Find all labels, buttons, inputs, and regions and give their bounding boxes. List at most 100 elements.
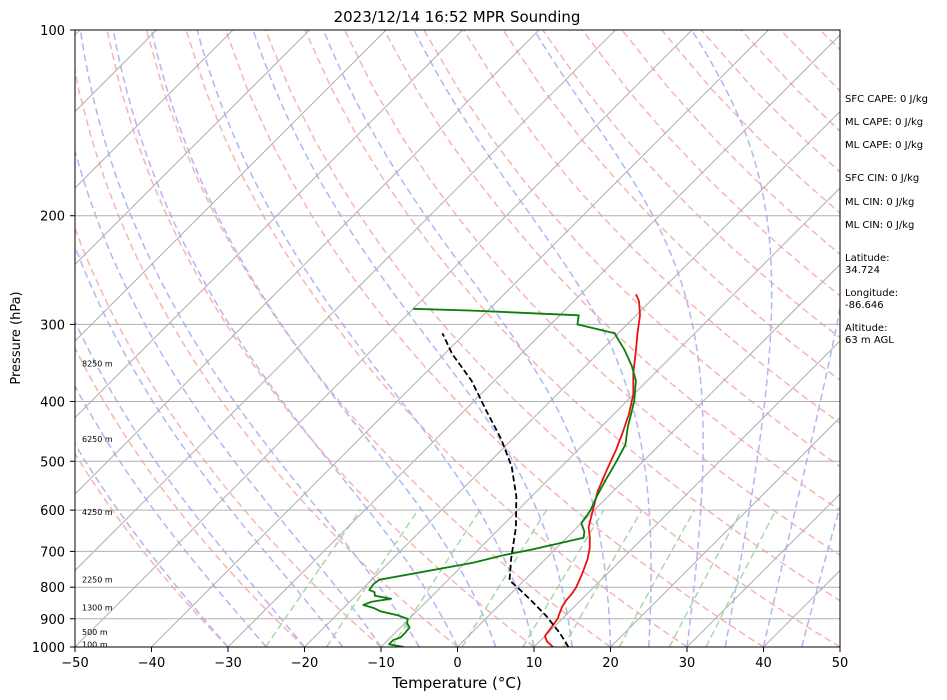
temperature-line	[544, 293, 641, 647]
dewpoint-line	[362, 307, 637, 647]
moist-adiabat	[533, 30, 704, 647]
sounding-series	[362, 293, 641, 647]
y-tick-label: 900	[40, 613, 65, 628]
side-info-item: Altitude: 63 m AGL	[845, 323, 894, 346]
dry-adiabat	[939, 30, 947, 647]
side-info-item: SFC CAPE: 0 J/kg	[845, 94, 928, 105]
dry-adiabat	[502, 30, 840, 382]
dry-adiabat	[224, 30, 764, 647]
x-tick-label: 20	[602, 656, 619, 671]
moist-adiabat	[691, 30, 773, 647]
isotherm	[75, 30, 234, 189]
dry-adiabat	[542, 30, 840, 339]
dry-adiabat	[581, 30, 840, 297]
y-tick-label: 1000	[32, 641, 65, 656]
side-info-item: ML CAPE: 0 J/kg	[845, 140, 923, 151]
y-tick-label: 500	[40, 455, 65, 470]
chart-title: 2023/12/14 16:52 MPR Sounding	[334, 8, 581, 26]
x-axis: −50 −40 −30 −20 −10 0 10 20 30 40 50	[61, 647, 848, 671]
y-tick-label: 600	[40, 504, 65, 519]
mixing-ratio-line	[264, 509, 361, 647]
x-tick-label: −30	[214, 656, 241, 671]
mixing-ratio-line	[522, 509, 605, 647]
isotherm	[75, 30, 540, 495]
isotherm	[75, 30, 310, 266]
mixing-ratio-line	[705, 509, 777, 647]
isotherm	[75, 30, 387, 342]
isotherm	[304, 110, 840, 647]
height-label: 8250 m	[82, 359, 113, 368]
isotherm	[380, 187, 840, 647]
moist-adiabat	[801, 504, 840, 647]
isotherm	[610, 416, 840, 647]
side-info-item: SFC CIN: 0 J/kg	[845, 173, 919, 184]
height-label: 1300 m	[82, 604, 113, 613]
height-label: 100 m	[82, 640, 108, 649]
x-axis-label: Temperature (°C)	[391, 674, 521, 692]
mixing-ratio-line	[668, 509, 743, 647]
moist-adiabat	[75, 148, 382, 647]
isotherm	[457, 263, 840, 647]
y-tick-label: 300	[40, 318, 65, 333]
x-tick-label: −10	[367, 656, 394, 671]
isotherm	[533, 340, 840, 647]
x-tick-label: 30	[679, 656, 696, 671]
x-tick-label: −20	[291, 656, 318, 671]
isotherm	[75, 30, 616, 572]
dry-adiabat	[75, 226, 382, 647]
y-tick-label: 800	[40, 581, 65, 596]
side-info-panel: SFC CAPE: 0 J/kg ML CAPE: 0 J/kg ML CAPE: …	[845, 94, 928, 346]
side-info-item: ML CIN: 0 J/kg	[845, 220, 914, 231]
height-label: 2250 m	[82, 576, 113, 585]
height-label: 6250 m	[82, 435, 113, 444]
dry-adiabat	[343, 30, 840, 557]
reference-lines	[0, 30, 947, 647]
pressure-gridlines	[75, 30, 840, 647]
isotherm	[227, 34, 840, 647]
isotherm	[151, 30, 769, 647]
dry-adiabat	[462, 30, 840, 424]
y-tick-label: 200	[40, 210, 65, 225]
moist-adiabat	[75, 244, 344, 647]
dry-adiabat	[383, 30, 840, 512]
moist-adiabat	[75, 384, 267, 647]
x-tick-label: 10	[526, 656, 543, 671]
dry-adiabat	[75, 66, 458, 647]
dry-adiabat	[423, 30, 840, 468]
dry-adiabat	[185, 30, 688, 647]
dry-adiabat	[75, 346, 306, 647]
moist-adiabat	[75, 320, 306, 647]
moist-adiabat	[79, 30, 420, 647]
x-tick-label: 0	[453, 656, 461, 671]
isotherm	[686, 493, 840, 647]
side-info-item: ML CAPE: 0 J/kg	[845, 117, 923, 128]
isotherm	[75, 30, 693, 647]
height-label: 500 m	[82, 628, 108, 637]
mixing-ratio-line	[391, 509, 481, 647]
x-tick-label: 40	[755, 656, 772, 671]
y-tick-label: 400	[40, 395, 65, 410]
dry-adiabat	[304, 30, 840, 602]
moist-adiabat	[196, 30, 535, 647]
dry-adiabat	[75, 452, 229, 647]
x-tick-label: −40	[138, 656, 165, 671]
plot-frame	[74, 29, 841, 648]
moist-adiabat	[112, 30, 459, 647]
mixing-ratio-line	[461, 509, 548, 647]
side-info-item: Latitude: 34.724	[845, 253, 890, 276]
y-axis-label: Pressure (hPa)	[9, 291, 24, 384]
x-tick-label: 50	[832, 656, 849, 671]
parcel-line	[441, 332, 570, 647]
dry-adiabat	[106, 30, 535, 647]
moist-adiabat	[150, 30, 497, 647]
side-info-item: ML CIN: 0 J/kg	[845, 197, 914, 208]
isotherm	[0, 30, 4, 647]
moist-adiabat	[75, 442, 229, 647]
y-tick-label: 100	[40, 24, 65, 39]
moist-adiabat	[413, 30, 652, 647]
side-info-item: Longitude: -86.646	[845, 288, 898, 311]
height-label: 4250 m	[82, 508, 113, 517]
x-tick-label: −50	[61, 656, 88, 671]
moist-adiabat	[762, 304, 840, 647]
